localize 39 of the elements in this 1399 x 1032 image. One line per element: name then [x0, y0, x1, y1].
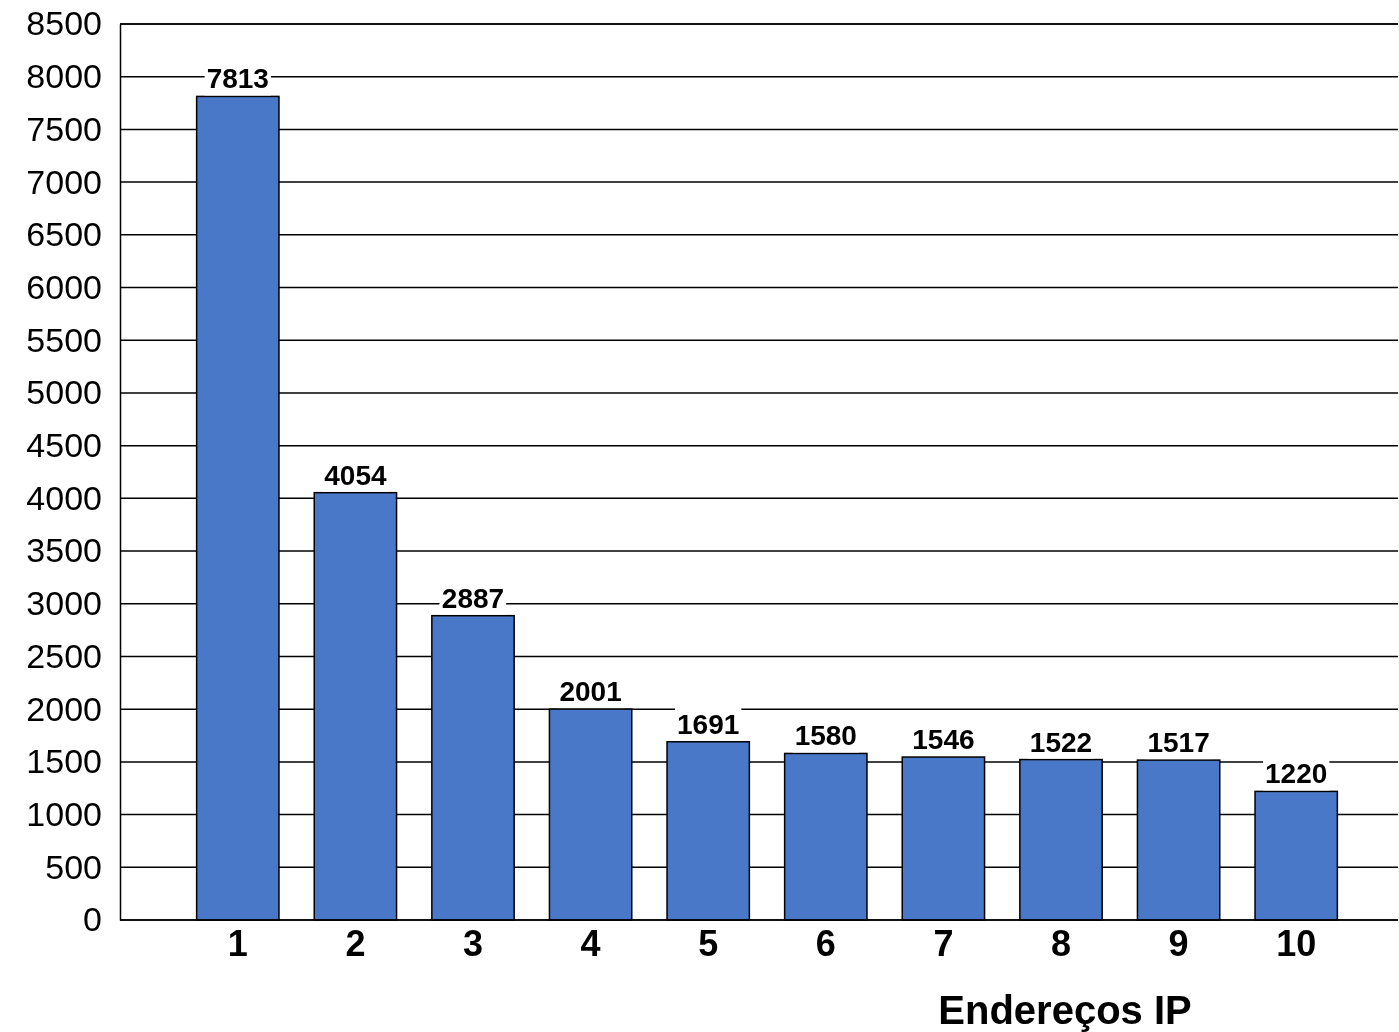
y-tick-label: 8500 — [26, 4, 102, 43]
x-tick-label: 9 — [1168, 922, 1189, 964]
y-tick-label: 8000 — [26, 57, 102, 96]
data-label: 2001 — [559, 676, 622, 708]
y-tick-label: 6000 — [26, 267, 102, 306]
x-tick-label: 7 — [933, 922, 954, 964]
y-tick-label: 1000 — [26, 794, 102, 833]
x-tick-label: 5 — [698, 922, 719, 964]
x-tick-label: 6 — [815, 922, 836, 964]
data-label: 1522 — [1029, 726, 1093, 758]
data-label: 1220 — [1265, 758, 1328, 790]
x-tick-label: 3 — [462, 922, 484, 964]
x-axis-title: Endereços IP — [938, 988, 1192, 1032]
y-tick-label: 0 — [83, 900, 102, 939]
y-tick-label: 7000 — [26, 162, 102, 201]
y-tick-label: 2000 — [26, 689, 102, 728]
x-tick-label: 4 — [580, 922, 601, 964]
y-tick-label: 1500 — [26, 742, 102, 781]
data-label: 1517 — [1147, 727, 1210, 759]
data-label: 1580 — [794, 720, 857, 752]
y-tick-label: 2500 — [26, 636, 102, 675]
y-tick-label: 7500 — [26, 109, 102, 148]
x-tick-label: 2 — [345, 922, 366, 964]
x-tick-label: 1 — [227, 922, 248, 964]
data-label: 1691 — [677, 708, 740, 740]
y-tick-label: 500 — [45, 847, 102, 886]
y-tick-label: 3000 — [26, 584, 102, 623]
data-label: 1546 — [912, 724, 975, 756]
y-tick-label: 4500 — [26, 426, 102, 465]
y-tick-label: 5000 — [26, 373, 102, 412]
y-tick-label: 6500 — [26, 215, 102, 254]
data-label: 4054 — [324, 459, 387, 491]
x-tick-label: 8 — [1050, 922, 1072, 964]
data-label: 2887 — [441, 582, 505, 614]
y-tick-label: 5500 — [26, 320, 102, 359]
y-tick-label: 4000 — [26, 478, 102, 517]
x-tick-label: 10 — [1276, 922, 1317, 964]
data-label: 7813 — [206, 63, 269, 95]
y-tick-label: 3500 — [26, 531, 102, 570]
